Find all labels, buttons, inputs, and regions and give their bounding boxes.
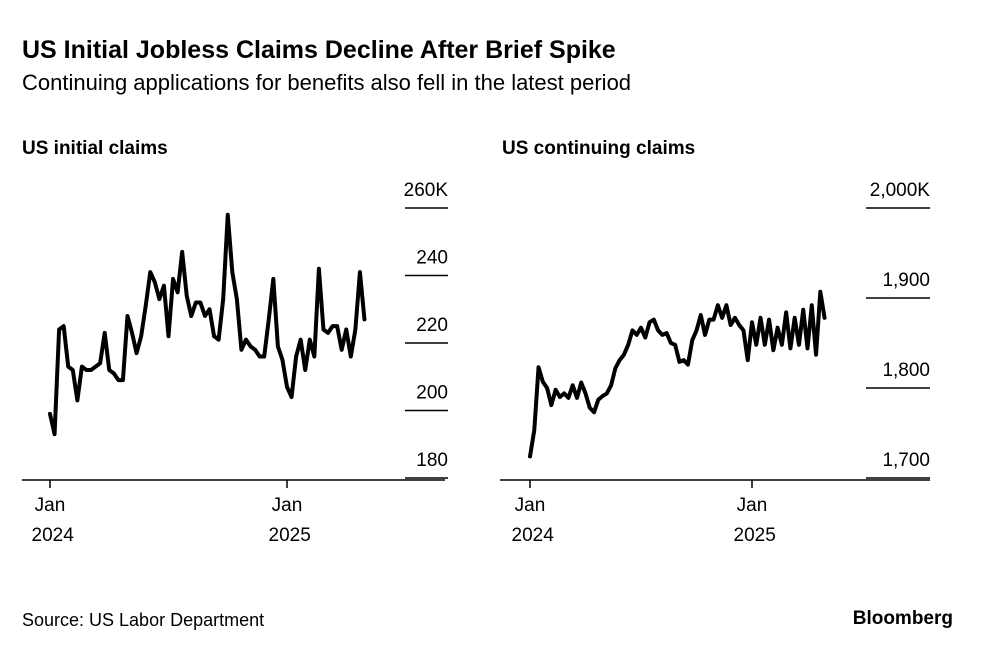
y-tick-label: 260K — [404, 180, 449, 201]
title: US Initial Jobless Claims Decline After … — [22, 36, 616, 64]
x-tick-label: Jan 2024 — [506, 495, 554, 546]
line — [48, 212, 367, 437]
x-tick-label: Jan 2025 — [728, 495, 776, 546]
line — [528, 289, 827, 459]
y-tick-label: 1,900 — [882, 270, 930, 291]
subtitle: Continuing applications for benefits als… — [22, 70, 631, 95]
chart-title: US initial claims — [22, 138, 168, 159]
x-tick-label: Jan 2025 — [263, 495, 311, 546]
chart-title: US continuing claims — [502, 138, 695, 159]
y-tick-label: 2,000K — [870, 180, 931, 201]
y-tick-label: 240 — [416, 248, 448, 269]
y-tick-label: 1,800 — [882, 360, 930, 381]
x-tick-label: Jan 2024 — [26, 495, 74, 546]
y-tick-label: 1,700 — [882, 450, 930, 471]
source: Source: US Labor Department — [22, 610, 264, 630]
y-tick-label: 180 — [416, 450, 448, 471]
y-tick-label: 220 — [416, 315, 448, 336]
brand: Bloomberg — [853, 608, 953, 629]
y-tick-label: 200 — [416, 383, 448, 404]
